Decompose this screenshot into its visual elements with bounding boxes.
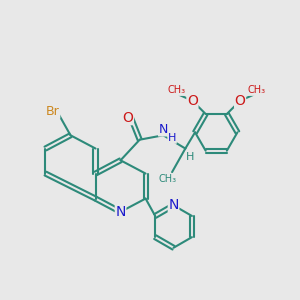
Text: CH₃: CH₃ bbox=[167, 85, 185, 95]
Text: O: O bbox=[122, 111, 134, 124]
Text: N: N bbox=[168, 198, 179, 212]
Text: H: H bbox=[168, 133, 176, 143]
Text: H: H bbox=[186, 152, 194, 162]
Text: Br: Br bbox=[46, 105, 60, 118]
Text: N: N bbox=[116, 205, 126, 219]
Text: O: O bbox=[187, 94, 198, 108]
Text: N: N bbox=[159, 123, 168, 136]
Text: CH₃: CH₃ bbox=[247, 85, 266, 95]
Text: O: O bbox=[235, 94, 245, 108]
Text: CH₃: CH₃ bbox=[159, 174, 177, 184]
